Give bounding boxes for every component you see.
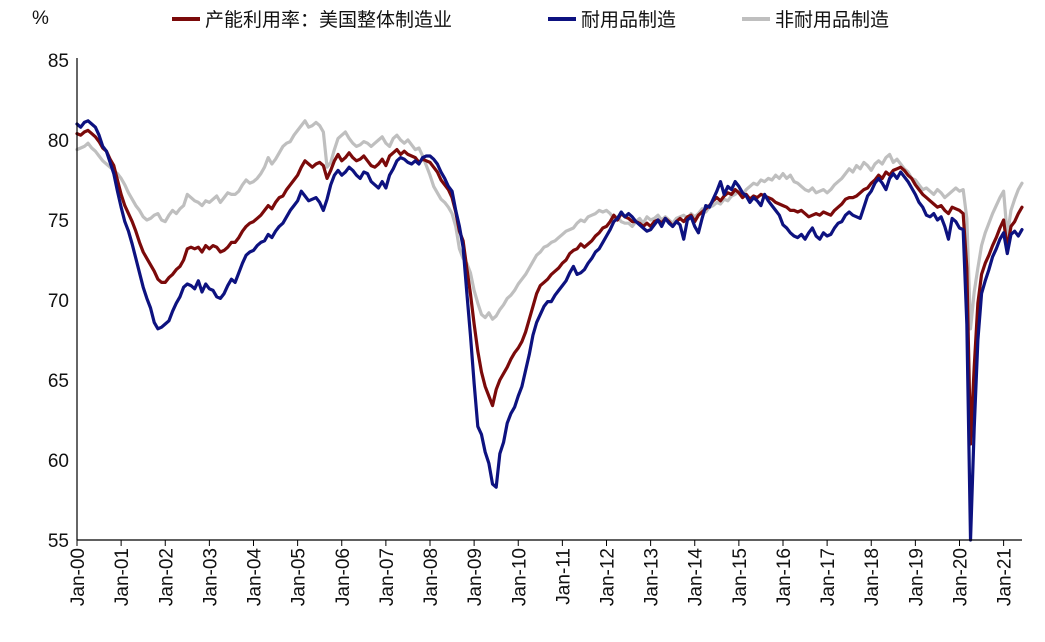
legend-label-total: 产能利用率：美国整体制造业 xyxy=(205,9,452,31)
y-tick-label: 85 xyxy=(48,51,69,72)
x-tick-label: Jan-06 xyxy=(333,548,354,606)
x-tick-label: Jan-11 xyxy=(553,548,574,605)
series-line-durable xyxy=(75,119,1024,542)
x-axis: Jan-00 Jan-01 Jan-02 Jan-03 Jan-04 Jan-05 Jan-… xyxy=(68,540,1016,606)
series-layer xyxy=(75,119,1024,542)
x-tick-label: Jan-07 xyxy=(377,548,398,606)
x-tick-label: Jan-05 xyxy=(289,548,310,606)
x-tick-label: Jan-08 xyxy=(421,548,442,606)
x-tick-label: Jan-02 xyxy=(156,548,177,606)
legend-label-durable: 耐用品制造 xyxy=(581,9,676,31)
x-tick-label: Jan-10 xyxy=(509,548,530,606)
x-tick-label: Jan-01 xyxy=(112,548,133,606)
x-tick-label: Jan-16 xyxy=(774,548,795,606)
y-tick-label: 70 xyxy=(48,291,69,312)
x-tick-label: Jan-13 xyxy=(642,548,663,606)
y-tick-label: 80 xyxy=(48,131,69,152)
y-axis-unit-label: % xyxy=(32,8,49,29)
x-tick-label: Jan-00 xyxy=(68,548,89,606)
y-tick-label: 60 xyxy=(48,451,69,472)
y-tick-label: 65 xyxy=(48,371,69,392)
legend: 产能利用率：美国整体制造业 耐用品制造 非耐用品制造 xyxy=(172,9,889,31)
axes xyxy=(76,58,1022,541)
x-tick-label: Jan-19 xyxy=(906,548,927,606)
x-tick-label: Jan-21 xyxy=(995,548,1016,606)
legend-label-nondurable: 非耐用品制造 xyxy=(775,9,889,31)
x-tick-label: Jan-18 xyxy=(862,548,883,606)
series-line-total xyxy=(75,128,1024,446)
x-tick-label: Jan-04 xyxy=(245,548,266,607)
x-tick-label: Jan-17 xyxy=(818,548,839,606)
x-tick-label: Jan-14 xyxy=(686,548,707,607)
x-tick-label: Jan-03 xyxy=(200,548,221,606)
y-tick-label: 55 xyxy=(48,531,69,552)
x-tick-label: Jan-12 xyxy=(597,548,618,606)
y-tick-label: 75 xyxy=(48,211,69,232)
y-axis: 85 80 75 70 65 60 55 xyxy=(48,51,69,552)
series-line-nondurable xyxy=(75,119,1024,331)
x-tick-label: Jan-20 xyxy=(950,548,971,606)
x-tick-label: Jan-15 xyxy=(730,548,751,606)
x-tick-label: Jan-09 xyxy=(465,548,486,606)
